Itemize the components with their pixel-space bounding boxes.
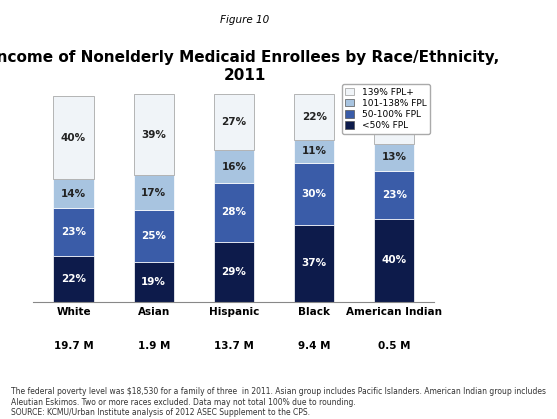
- Bar: [294, 94, 334, 140]
- Text: 22%: 22%: [302, 112, 326, 122]
- Text: 22%: 22%: [61, 274, 86, 284]
- Text: 25%: 25%: [141, 231, 166, 241]
- Text: Income of Nonelderly Medicaid Enrollees by Race/Ethnicity,
2011: Income of Nonelderly Medicaid Enrollees …: [0, 50, 499, 83]
- Text: 40%: 40%: [382, 255, 407, 265]
- Bar: [214, 241, 254, 302]
- Text: 13%: 13%: [382, 153, 407, 163]
- Text: 24%: 24%: [382, 114, 407, 124]
- Text: 27%: 27%: [221, 117, 247, 127]
- Bar: [134, 262, 174, 302]
- Bar: [134, 94, 174, 175]
- Bar: [214, 184, 254, 241]
- Bar: [214, 94, 254, 150]
- Text: 29%: 29%: [222, 266, 246, 277]
- Text: 13.7 M: 13.7 M: [214, 341, 254, 352]
- Text: 40%: 40%: [61, 133, 86, 143]
- Text: 17%: 17%: [141, 188, 167, 198]
- Text: Figure 10: Figure 10: [221, 15, 270, 25]
- Text: 39%: 39%: [141, 129, 166, 140]
- Text: 9.4 M: 9.4 M: [298, 341, 330, 352]
- Text: 37%: 37%: [301, 258, 327, 268]
- Text: 0.5 M: 0.5 M: [378, 341, 411, 352]
- Bar: [53, 256, 94, 302]
- Legend: 139% FPL+, 101-138% FPL, 50-100% FPL, <50% FPL: 139% FPL+, 101-138% FPL, 50-100% FPL, <5…: [342, 84, 430, 134]
- Bar: [134, 210, 174, 262]
- Text: 16%: 16%: [222, 162, 246, 172]
- Bar: [53, 208, 94, 256]
- Bar: [134, 175, 174, 210]
- Text: 23%: 23%: [382, 190, 407, 200]
- Text: 14%: 14%: [61, 189, 86, 199]
- Bar: [374, 144, 414, 171]
- Bar: [294, 140, 334, 163]
- Text: 19%: 19%: [141, 277, 166, 287]
- Text: 19.7 M: 19.7 M: [53, 341, 94, 352]
- Text: 28%: 28%: [222, 207, 246, 217]
- Text: 11%: 11%: [302, 146, 326, 156]
- Bar: [294, 225, 334, 302]
- Bar: [214, 150, 254, 184]
- Text: 30%: 30%: [302, 189, 326, 199]
- Bar: [294, 163, 334, 225]
- Text: 23%: 23%: [61, 227, 86, 237]
- Bar: [53, 179, 94, 208]
- Text: 1.9 M: 1.9 M: [138, 341, 170, 352]
- Text: The federal poverty level was $18,530 for a family of three  in 2011. Asian grou: The federal poverty level was $18,530 fo…: [11, 387, 546, 417]
- Bar: [374, 94, 414, 144]
- Bar: [374, 219, 414, 302]
- Bar: [374, 171, 414, 219]
- Bar: [53, 96, 94, 179]
